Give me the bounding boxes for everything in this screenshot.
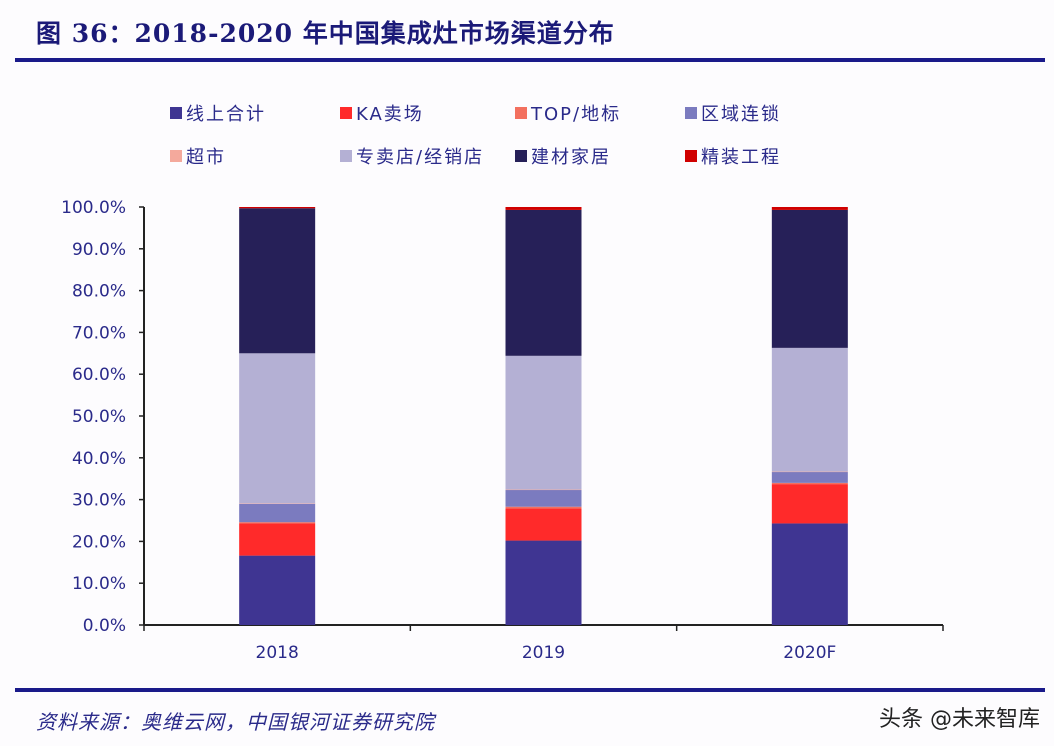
legend-item: 专卖店/经销店 [340,143,484,169]
bar-segment [771,482,848,485]
legend-item: 建材家居 [515,143,611,169]
legend-label: 区域连锁 [701,104,781,125]
legend-item: TOP/地标 [515,100,621,126]
bar-segment [771,347,848,472]
bar-segment [239,208,316,354]
legend-item: 线上合计 [170,100,266,126]
y-tick-label: 30.0% [72,491,126,511]
legend-label: 精装工程 [701,147,781,168]
legend-label: 线上合计 [186,104,266,125]
legend-swatch [170,150,182,162]
bar-segment [239,353,316,504]
footer-divider [15,688,1045,692]
y-tick-label: 60.0% [72,365,126,385]
legend-swatch [170,107,182,119]
bar-segment [505,540,582,625]
bar-segment [239,503,316,523]
legend-label: 超市 [186,147,226,168]
bar-segment [771,207,848,210]
y-tick-label: 90.0% [72,240,126,260]
legend-item: KA卖场 [340,100,424,126]
legend-item: 精装工程 [685,143,781,169]
bar-segment [771,472,848,483]
bar-segment [505,508,582,541]
bar-segment [771,484,848,524]
legend-swatch [685,150,697,162]
bar-segment [771,523,848,625]
bar-segment [771,471,848,473]
y-tick-label: 80.0% [72,282,126,302]
y-tick-label: 20.0% [72,532,126,552]
bar-segment [239,523,316,556]
y-tick-label: 70.0% [72,323,126,343]
figure-title: 图 36：2018-2020 年中国集成灶市场渠道分布 [36,19,615,48]
bar-segment [505,489,582,491]
bar-segment [505,209,582,356]
bar-segment [505,355,582,490]
legend-swatch [515,150,527,162]
legend-swatch [685,107,697,119]
y-tick-label: 40.0% [72,449,126,469]
bar-segment [505,207,582,210]
bar-segment [239,207,316,209]
x-tick-label: 2020F [783,643,836,663]
title-divider [15,58,1045,62]
x-tick-label: 2018 [256,643,299,663]
bar-segment [239,503,316,504]
source-note: 资料来源：奥维云网，中国银河证券研究院 [36,710,435,734]
legend-item: 区域连锁 [685,100,781,126]
watermark: 头条 @未来智库 [879,707,1040,732]
legend-swatch [515,107,527,119]
legend-swatch [340,150,352,162]
y-tick-label: 10.0% [72,574,126,594]
legend-label: 建材家居 [531,147,611,168]
x-tick-label: 2019 [522,643,565,663]
bar-segment [505,489,582,507]
legend-label: KA卖场 [356,104,424,125]
bar-segment [239,522,316,524]
y-tick-label: 50.0% [72,407,126,427]
bar-segment [239,555,316,625]
y-tick-label: 0.0% [83,616,126,636]
bar-segment [771,209,848,348]
bar-segment [505,506,582,509]
legend-label: TOP/地标 [531,104,622,125]
y-tick-label: 100.0% [61,198,126,218]
legend-item: 超市 [170,143,226,169]
legend-label: 专卖店/经销店 [356,147,485,168]
legend-swatch [340,107,352,119]
